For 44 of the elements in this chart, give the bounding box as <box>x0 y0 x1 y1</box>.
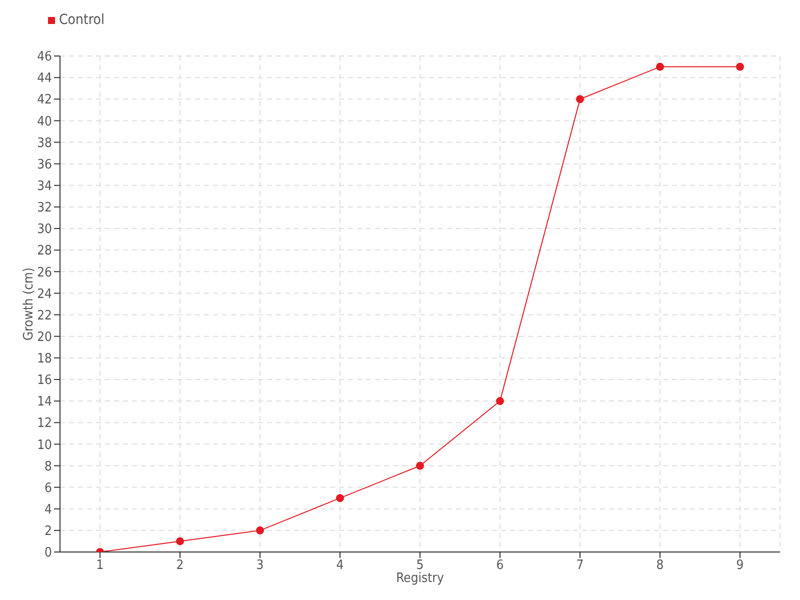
x-axis-title: Registry <box>396 571 444 586</box>
point <box>256 526 264 534</box>
x-tick-label: 6 <box>496 558 504 574</box>
y-tick-label: 28 <box>37 244 52 259</box>
y-tick-label: 36 <box>37 157 52 172</box>
legend-label: Control <box>59 12 104 28</box>
x-tick-label: 8 <box>656 558 664 574</box>
y-tick-label: 10 <box>37 438 52 453</box>
point <box>336 494 344 502</box>
y-tick-label: 20 <box>37 330 52 345</box>
y-tick-label: 8 <box>44 459 52 474</box>
y-tick-label: 44 <box>37 71 52 86</box>
x-tick-label: 3 <box>256 558 264 574</box>
x-tick-label: 7 <box>576 558 584 574</box>
y-tick-label: 46 <box>37 50 52 65</box>
y-tick-label: 40 <box>37 114 52 130</box>
y-tick-label: 12 <box>37 416 52 432</box>
y-tick-label: 42 <box>37 92 52 108</box>
point <box>176 537 184 546</box>
x-tick-label: 9 <box>736 558 744 574</box>
y-tick-label: 24 <box>37 286 52 302</box>
y-tick-label: 32 <box>37 200 52 216</box>
y-tick-label: 34 <box>37 179 52 194</box>
point <box>736 62 744 71</box>
y-tick-label: 22 <box>37 308 52 324</box>
y-tick-label: 2 <box>44 524 52 540</box>
y-tick-label: 14 <box>37 394 52 410</box>
y-tick-label: 38 <box>37 136 52 151</box>
x-tick-label: 4 <box>336 558 344 574</box>
y-tick-label: 26 <box>37 265 52 280</box>
point <box>416 462 424 470</box>
point <box>496 397 504 406</box>
y-tick-label: 30 <box>37 222 52 238</box>
x-tick-label: 1 <box>96 558 104 574</box>
y-tick-label: 0 <box>44 546 52 561</box>
x-tick-label: 2 <box>176 558 184 574</box>
point <box>576 95 584 104</box>
y-tick-label: 4 <box>44 502 52 518</box>
x-tick-label: 5 <box>416 558 424 574</box>
y-axis-title: Growth (cm) <box>22 268 37 340</box>
y-tick-label: 18 <box>37 352 52 367</box>
y-tick-label: 6 <box>44 480 52 496</box>
y-tick-label: 16 <box>37 373 52 388</box>
point <box>656 62 664 71</box>
